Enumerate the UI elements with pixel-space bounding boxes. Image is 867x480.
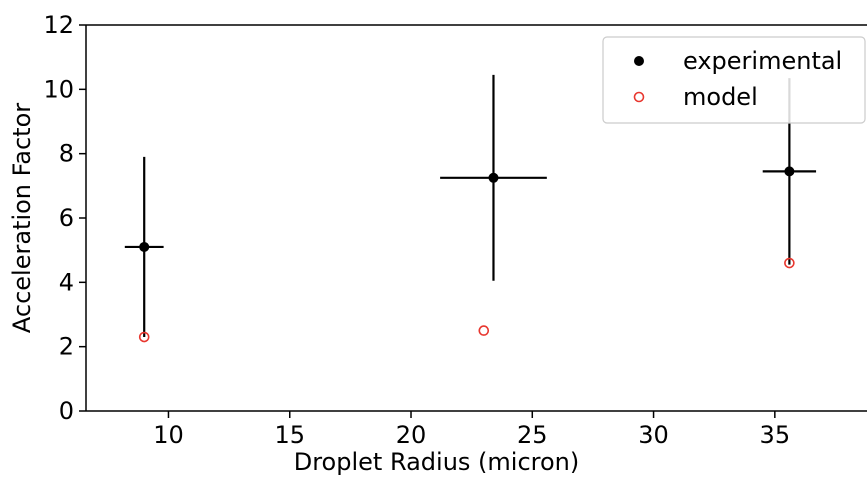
legend-marker-model <box>633 91 645 103</box>
model-point <box>784 257 795 269</box>
x-tick-label: 15 <box>274 421 305 449</box>
x-tick-label: 10 <box>153 421 184 449</box>
x-tick-label: 30 <box>638 421 669 449</box>
model-point <box>138 331 150 343</box>
plot-area <box>124 74 817 343</box>
x-tick-label: 25 <box>517 421 548 449</box>
y-tick-label: 2 <box>59 333 74 361</box>
y-tick-label: 8 <box>59 140 74 168</box>
x-tick-label: 35 <box>760 421 791 449</box>
legend-marker-experimental <box>634 56 644 66</box>
experimental-point <box>488 172 499 183</box>
y-tick-label: 10 <box>43 75 74 103</box>
y-tick-label: 6 <box>59 204 74 232</box>
x-axis-label: Droplet Radius (micron) <box>294 448 580 475</box>
axes: 10 15 20 25 30 35 0 2 4 6 8 10 12 <box>43 11 867 449</box>
experimental-point <box>784 166 795 177</box>
legend: experimental model <box>602 36 866 124</box>
y-tick-label: 0 <box>59 397 74 425</box>
legend-label: model <box>683 83 758 111</box>
y-axis-label: Acceleration Factor <box>8 103 36 333</box>
y-tick-label: 4 <box>59 268 74 296</box>
experimental-point <box>139 241 150 252</box>
legend-label: experimental <box>683 47 842 75</box>
model-point <box>478 325 490 336</box>
y-tick-label: 12 <box>43 11 74 39</box>
x-tick-label: 20 <box>396 421 427 449</box>
legend-box <box>602 36 866 124</box>
